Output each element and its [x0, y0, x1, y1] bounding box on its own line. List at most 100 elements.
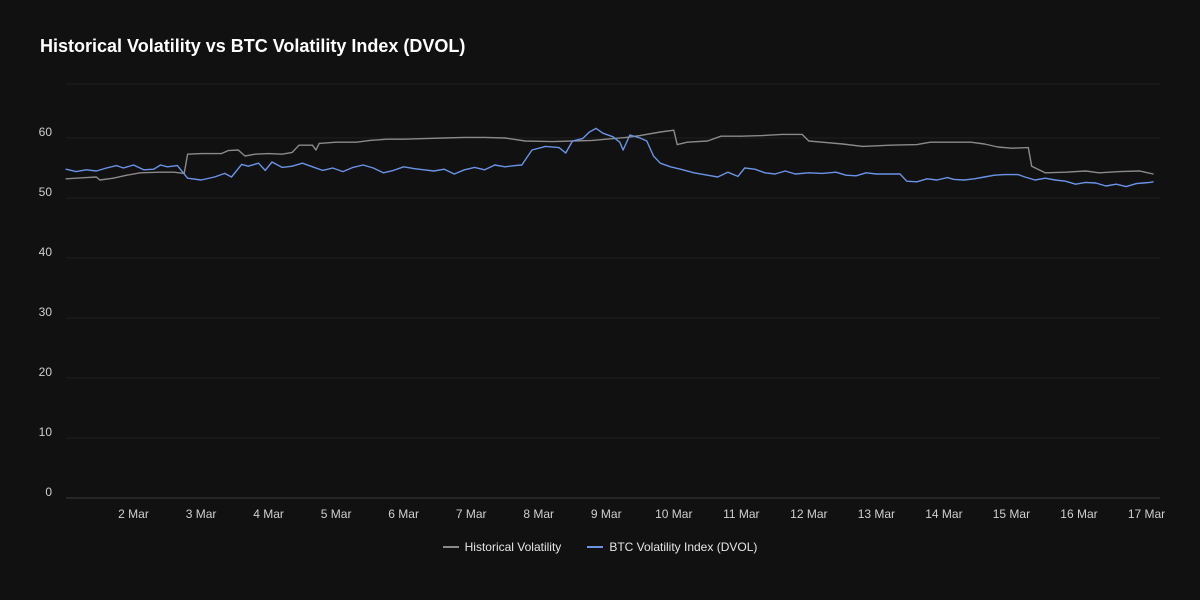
data-point	[720, 135, 722, 137]
x-tick-label: 17 Mar	[1128, 507, 1165, 521]
data-point	[318, 142, 320, 144]
data-point	[686, 141, 688, 143]
data-point	[484, 136, 486, 138]
data-point	[311, 166, 314, 168]
data-point	[764, 172, 766, 174]
data-point	[693, 172, 695, 174]
data-point	[433, 170, 435, 172]
data-point	[737, 175, 739, 177]
data-point	[761, 135, 763, 137]
data-point	[301, 162, 303, 164]
data-point	[322, 169, 324, 171]
data-point	[544, 145, 547, 147]
data-point	[659, 162, 661, 164]
data-point	[551, 141, 553, 143]
series-lines	[65, 127, 1154, 188]
data-point	[524, 140, 526, 142]
data-point	[75, 171, 77, 173]
data-point	[315, 149, 317, 151]
data-point	[774, 173, 776, 175]
data-point	[997, 146, 999, 148]
data-point	[1027, 147, 1029, 149]
data-point	[443, 168, 445, 170]
data-point	[619, 141, 621, 143]
data-point	[622, 149, 624, 151]
data-point	[1004, 174, 1006, 176]
data-point	[929, 141, 932, 143]
data-point	[784, 170, 786, 172]
data-point	[116, 165, 118, 167]
data-point	[153, 168, 155, 170]
data-point	[629, 134, 631, 136]
data-point	[953, 178, 955, 180]
chart-title: Historical Volatility vs BTC Volatility …	[40, 36, 466, 56]
legend-swatch	[587, 546, 604, 548]
data-point	[865, 172, 867, 174]
data-point	[291, 165, 293, 167]
data-point	[159, 171, 162, 173]
data-point	[612, 136, 614, 138]
series-0	[65, 129, 1154, 181]
x-tick-label: 2 Mar	[118, 507, 149, 521]
y-tick-label: 40	[39, 245, 53, 259]
data-point	[463, 136, 465, 138]
data-point	[521, 164, 523, 166]
data-point	[595, 127, 597, 129]
data-point	[311, 144, 314, 146]
data-point	[257, 162, 260, 164]
data-point	[474, 166, 476, 168]
data-point	[463, 169, 465, 171]
data-point	[514, 165, 516, 167]
data-point	[1125, 186, 1127, 188]
data-point	[673, 129, 675, 131]
legend-item-1[interactable]: BTC Volatility Index (DVOL)	[587, 540, 757, 554]
data-point	[1152, 181, 1154, 183]
data-point	[1010, 147, 1013, 149]
data-point	[1031, 165, 1033, 167]
x-tick-label: 14 Mar	[925, 507, 962, 521]
data-point	[1064, 171, 1067, 173]
data-point	[281, 166, 283, 168]
data-point	[423, 138, 425, 140]
data-point	[862, 145, 864, 147]
data-point	[200, 179, 202, 181]
data-point	[727, 171, 729, 173]
y-tick-label: 30	[39, 305, 53, 319]
data-point	[1135, 183, 1137, 185]
data-point	[362, 164, 364, 166]
data-point	[916, 181, 918, 183]
y-tick-label: 50	[39, 185, 53, 199]
data-point	[254, 153, 256, 155]
data-point	[1098, 172, 1100, 174]
y-tick-label: 10	[39, 425, 53, 439]
data-point	[187, 177, 189, 179]
data-point	[504, 166, 506, 168]
data-point	[582, 138, 584, 140]
legend-label: Historical Volatility	[464, 540, 562, 554]
data-point	[1034, 179, 1036, 181]
data-point	[1044, 172, 1046, 174]
data-point	[386, 138, 388, 140]
x-tick-label: 5 Mar	[321, 507, 352, 521]
data-point	[1095, 182, 1097, 184]
data-point	[369, 139, 371, 141]
data-point	[126, 174, 128, 176]
data-point	[950, 141, 952, 143]
y-axis-ticks: 0 10 20 30 40 50 60	[39, 125, 53, 499]
data-point	[993, 174, 996, 176]
y-tick-label: 20	[39, 365, 53, 379]
data-point	[646, 140, 648, 142]
data-point	[1044, 177, 1046, 179]
data-point	[220, 153, 222, 155]
data-point	[1115, 183, 1117, 185]
data-point	[484, 169, 486, 171]
data-point	[105, 167, 108, 169]
legend-item-0[interactable]: Historical Volatility	[442, 540, 562, 554]
data-point	[230, 176, 233, 178]
data-point	[754, 168, 756, 170]
data-point	[808, 172, 810, 174]
data-point	[65, 168, 67, 170]
data-point	[352, 166, 354, 168]
data-point	[95, 176, 97, 178]
data-point	[612, 138, 614, 140]
